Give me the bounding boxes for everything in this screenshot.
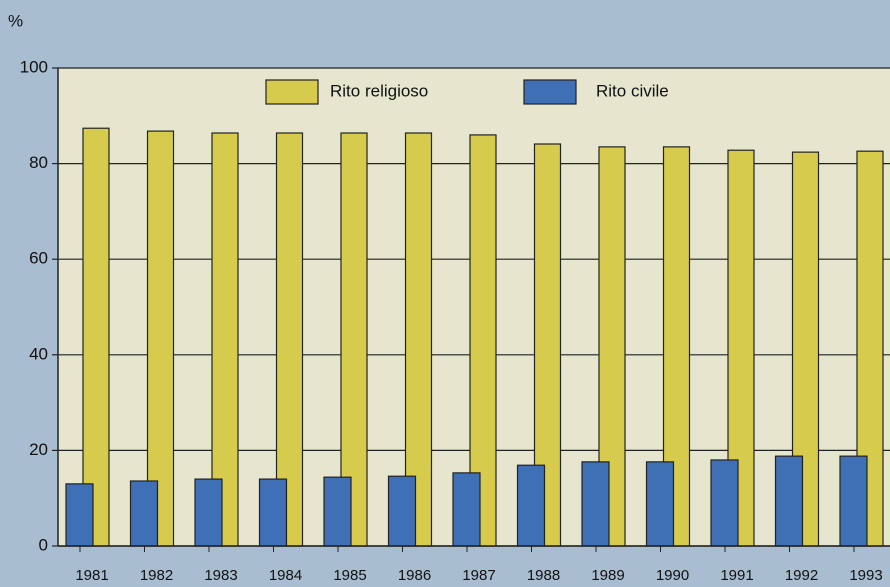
y-tick-label: 20 <box>29 440 48 459</box>
x-tick-label: 1984 <box>269 567 302 584</box>
x-tick-label: 1992 <box>785 567 818 584</box>
bar <box>275 132 304 547</box>
bar <box>323 476 352 547</box>
legend-swatch <box>265 79 319 105</box>
bar <box>839 455 868 547</box>
y-axis-label: % <box>8 11 23 30</box>
y-tick-label: 0 <box>39 535 48 554</box>
y-tick-label: 80 <box>29 153 48 172</box>
bar <box>146 130 175 547</box>
x-tick-label: 1983 <box>204 567 237 584</box>
x-tick-label: 1987 <box>462 567 495 584</box>
bar <box>710 459 739 547</box>
x-tick-label: 1988 <box>527 567 560 584</box>
x-tick-label: 1986 <box>398 567 431 584</box>
x-tick-label: 1989 <box>591 567 624 584</box>
x-tick-label: 1982 <box>140 567 173 584</box>
bar <box>452 472 481 547</box>
bar <box>645 461 675 547</box>
legend-swatch <box>523 79 577 105</box>
bar <box>774 455 804 547</box>
y-tick-label: 100 <box>20 57 48 76</box>
bar <box>516 464 546 547</box>
bar <box>129 480 159 547</box>
bar <box>581 461 610 547</box>
y-tick-label: 60 <box>29 249 48 268</box>
y-tick-label: 40 <box>29 344 48 363</box>
bar <box>387 475 417 547</box>
bar <box>194 478 223 547</box>
x-tick-label: 1991 <box>720 567 753 584</box>
bar <box>65 483 94 547</box>
x-tick-label: 1981 <box>75 567 108 584</box>
legend-label: Rito religioso <box>330 81 428 100</box>
legend-label: Rito civile <box>596 81 669 100</box>
x-tick-label: 1985 <box>333 567 366 584</box>
bar <box>258 478 288 547</box>
x-tick-label: 1990 <box>656 567 689 584</box>
bar <box>211 132 239 547</box>
x-tick-label: 1993 <box>849 567 882 584</box>
